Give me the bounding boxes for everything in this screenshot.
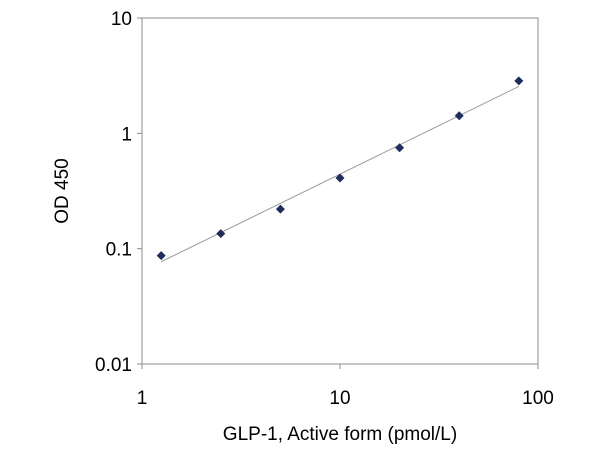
x-axis-title: GLP-1, Active form (pmol/L) <box>223 424 457 445</box>
data-points <box>156 76 524 261</box>
x-tick-label: 100 <box>522 388 554 409</box>
data-point <box>335 173 345 183</box>
y-tick-label: 0.1 <box>106 240 132 261</box>
data-point <box>156 251 166 261</box>
plot-area <box>141 17 539 365</box>
y-tick-label: 1 <box>121 124 132 145</box>
x-tick-label: 1 <box>137 388 148 409</box>
y-axis-ticks: 0.01 0.1 1 10 <box>95 9 142 376</box>
x-axis-ticks: 1 10 100 <box>137 364 554 409</box>
data-point <box>514 76 524 86</box>
y-tick-label: 0.01 <box>95 355 132 376</box>
data-point <box>275 204 285 214</box>
data-point <box>454 111 464 121</box>
x-tick-label: 10 <box>329 388 350 409</box>
data-point <box>395 143 405 153</box>
y-tick-label: 10 <box>111 9 132 30</box>
data-point <box>216 229 226 239</box>
y-axis-title: OD 450 <box>52 158 73 223</box>
